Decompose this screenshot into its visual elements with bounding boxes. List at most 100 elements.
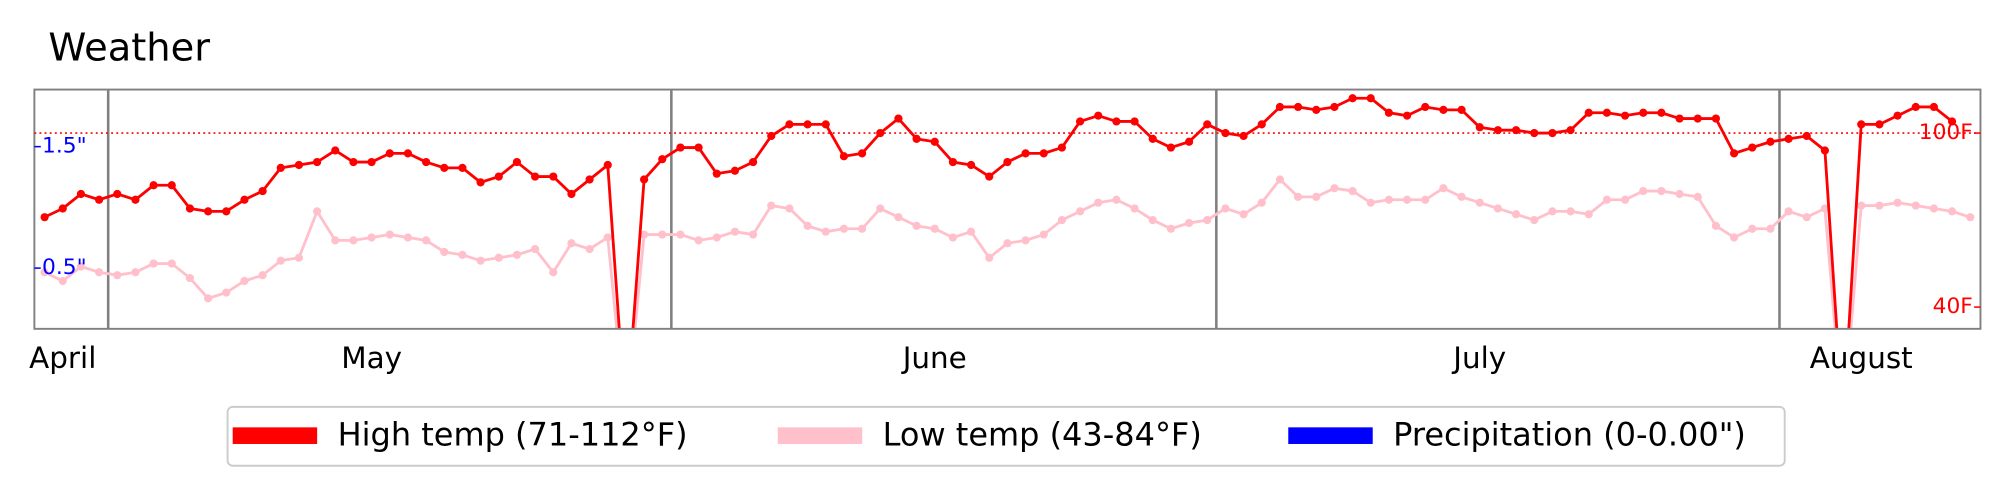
series-point xyxy=(1148,134,1157,143)
series-point xyxy=(1094,111,1103,120)
series-point xyxy=(1802,213,1811,222)
x-tick-label: August xyxy=(1810,341,1913,375)
series-point xyxy=(385,149,394,158)
series-point xyxy=(1057,143,1067,152)
series-point xyxy=(676,143,685,152)
series-point xyxy=(1039,230,1048,239)
series-point xyxy=(785,120,794,129)
series-point xyxy=(1748,143,1757,152)
series-point xyxy=(1421,195,1430,204)
series-point xyxy=(1239,131,1248,141)
series-point xyxy=(167,259,176,268)
series-point xyxy=(1130,117,1139,126)
series-point xyxy=(494,253,503,262)
series-point xyxy=(712,233,721,242)
series-point xyxy=(1802,131,1811,141)
series-point xyxy=(1857,201,1866,210)
series-point xyxy=(1820,146,1829,155)
series-point xyxy=(58,204,67,213)
series-point xyxy=(95,195,104,204)
series-point xyxy=(1275,102,1285,112)
series-point xyxy=(1293,192,1303,201)
series-point xyxy=(1075,207,1085,216)
series-point xyxy=(912,221,921,230)
series-point xyxy=(676,230,685,239)
series-point xyxy=(367,157,376,167)
series-point xyxy=(76,189,86,199)
series-point xyxy=(694,236,703,245)
series-point xyxy=(1620,111,1630,120)
series-point xyxy=(294,253,304,262)
series-point xyxy=(1748,224,1757,233)
series-line xyxy=(43,96,1953,329)
series-point xyxy=(1766,224,1775,233)
series-point xyxy=(1348,94,1357,103)
series-point xyxy=(95,268,104,277)
legend-label: Precipitation (0-0.00") xyxy=(1393,415,1746,453)
series-point xyxy=(1166,224,1176,233)
series-point xyxy=(1839,419,1847,427)
series-point xyxy=(1893,111,1902,120)
series-point xyxy=(1239,210,1248,219)
series-point xyxy=(839,224,849,233)
series-point xyxy=(113,271,122,280)
series-point xyxy=(1584,210,1593,219)
series-point xyxy=(1057,215,1067,225)
legend-swatch xyxy=(777,427,863,444)
series-point xyxy=(1511,210,1521,219)
series-point xyxy=(1348,186,1357,196)
series-point xyxy=(1112,117,1121,126)
series-point xyxy=(658,155,667,164)
series-point xyxy=(1675,189,1684,199)
series-point xyxy=(730,227,740,236)
series-point xyxy=(1293,102,1303,112)
series-point xyxy=(1893,198,1902,207)
x-tick-label: July xyxy=(1451,341,1506,375)
series-point xyxy=(240,195,249,204)
series-point xyxy=(422,236,431,245)
series-point xyxy=(1493,204,1503,213)
series-point xyxy=(1330,102,1339,112)
series-point xyxy=(1929,102,1938,112)
series-point xyxy=(1366,198,1375,207)
series-point xyxy=(1439,184,1448,193)
series-point xyxy=(1402,195,1412,204)
series-point xyxy=(857,149,867,158)
series-point xyxy=(1875,120,1884,129)
series-point xyxy=(1384,195,1394,204)
series-point xyxy=(930,137,939,146)
legend-label: High temp (71-112°F) xyxy=(338,415,688,453)
series-point xyxy=(1021,236,1030,245)
series-point xyxy=(1384,108,1394,117)
series-point xyxy=(1039,149,1048,158)
series-point xyxy=(131,268,140,277)
series-point xyxy=(803,221,812,230)
series-point xyxy=(748,230,758,239)
series-point xyxy=(131,195,140,204)
series-point xyxy=(1657,108,1666,117)
series-point xyxy=(730,166,740,175)
series-point xyxy=(1839,419,1847,427)
series-point xyxy=(1112,195,1121,204)
series-point xyxy=(1257,198,1266,207)
series-point xyxy=(1875,201,1884,210)
series-point xyxy=(113,189,122,199)
series-point xyxy=(639,175,649,184)
series-point xyxy=(40,213,49,222)
series-point xyxy=(204,207,213,216)
series-point xyxy=(1312,192,1321,201)
series-point xyxy=(1675,114,1684,123)
series-point xyxy=(1221,128,1230,138)
series-point xyxy=(1929,204,1938,213)
series-point xyxy=(1729,149,1739,158)
series-point xyxy=(1075,117,1085,126)
series-line xyxy=(43,178,1971,329)
series-point xyxy=(549,268,558,277)
series-point xyxy=(1966,213,1975,222)
series-point xyxy=(1402,111,1412,120)
series-point xyxy=(1475,198,1484,207)
series-point xyxy=(1566,207,1575,216)
series-point xyxy=(76,262,86,271)
series-point xyxy=(403,233,413,242)
series-point xyxy=(803,120,812,129)
